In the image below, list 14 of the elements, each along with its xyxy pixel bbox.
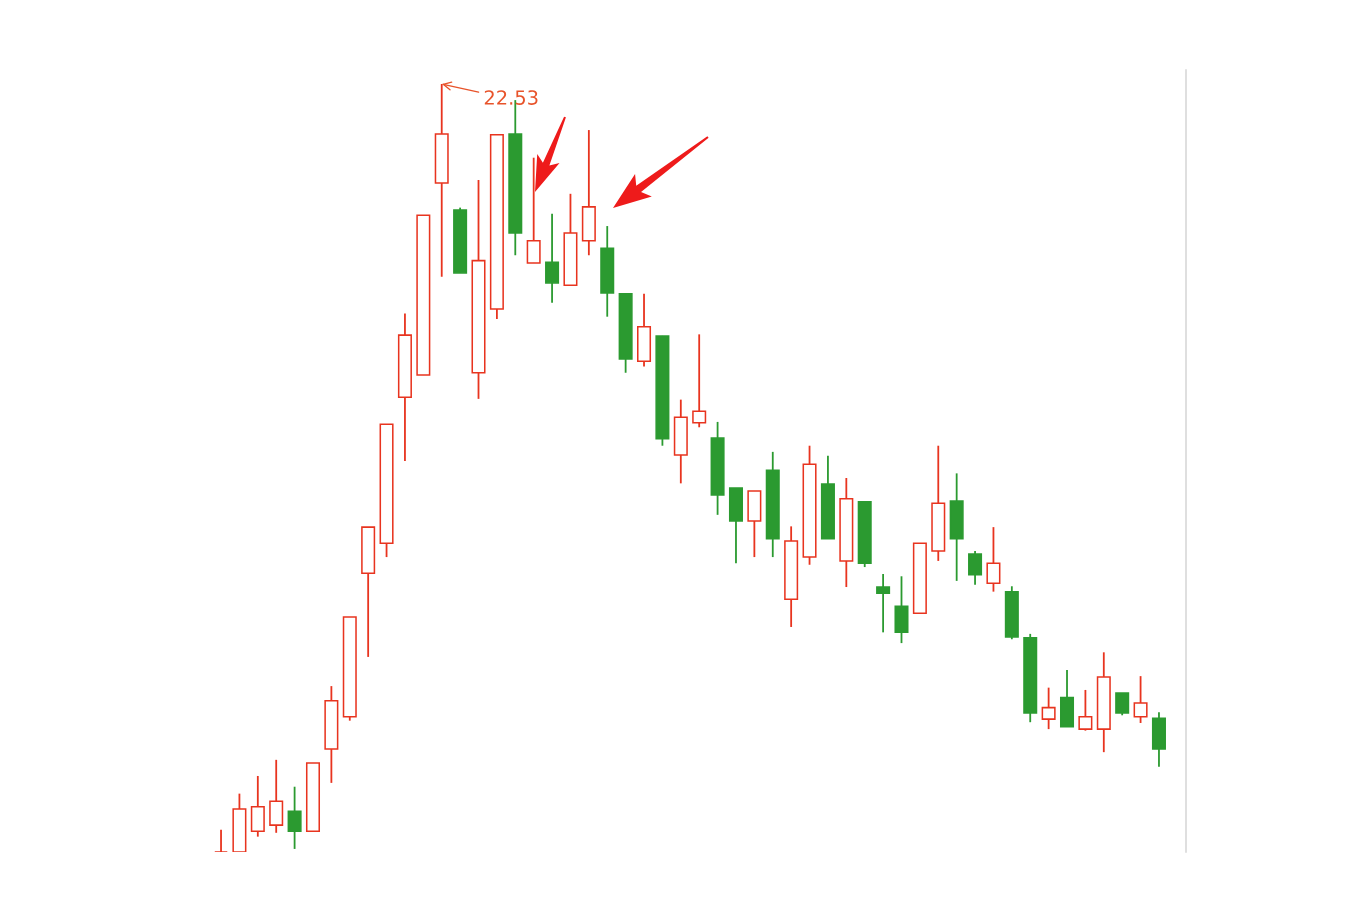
candlestick bbox=[968, 550, 983, 586]
candlestick bbox=[1133, 675, 1148, 724]
candlestick bbox=[214, 828, 229, 852]
candlestick bbox=[692, 333, 707, 429]
candlestick bbox=[1115, 692, 1130, 717]
candlestick bbox=[287, 785, 302, 850]
candlestick bbox=[269, 758, 284, 834]
candlestick bbox=[876, 573, 891, 634]
annotation: 22.53 bbox=[484, 90, 538, 105]
candlestick bbox=[986, 526, 1001, 593]
candlestick bbox=[1041, 686, 1056, 731]
candlestick bbox=[526, 156, 541, 264]
candlestick bbox=[545, 212, 560, 304]
candlestick bbox=[1078, 689, 1093, 732]
